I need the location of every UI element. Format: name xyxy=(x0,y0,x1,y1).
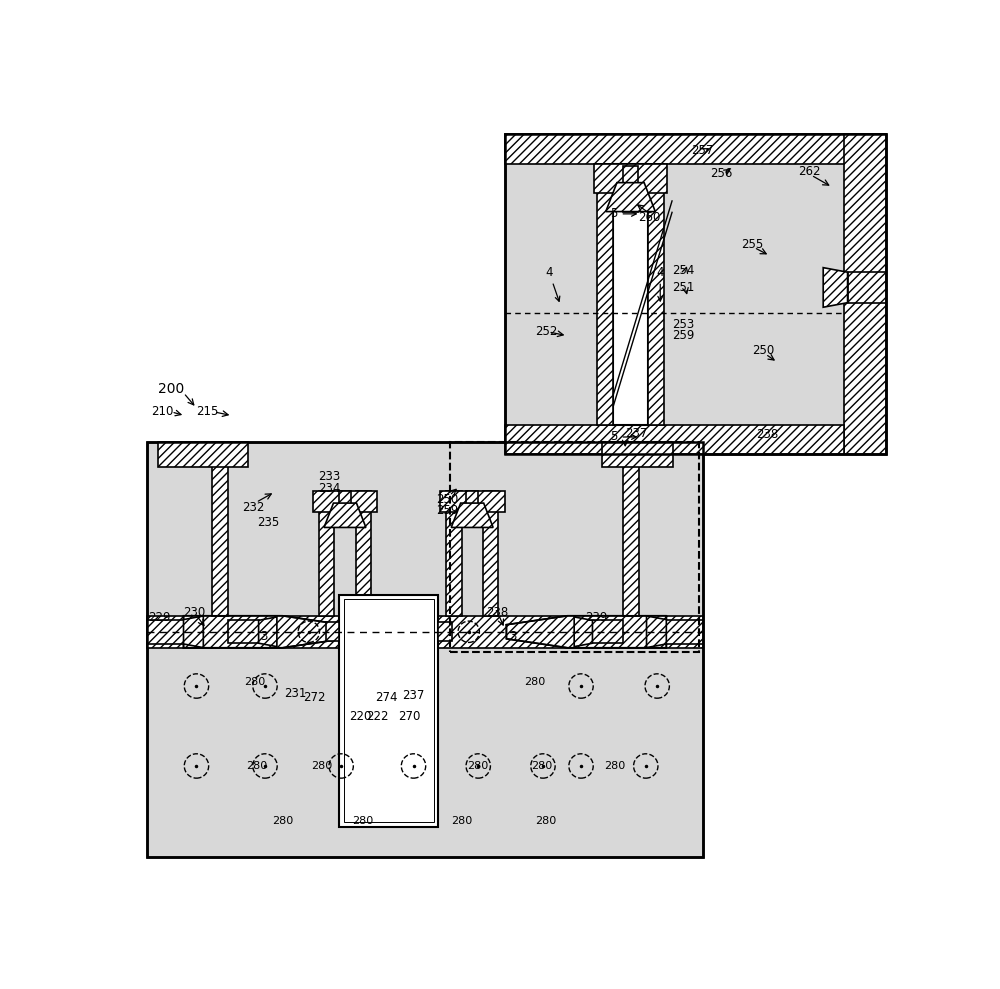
Text: 210: 210 xyxy=(151,405,173,418)
Bar xyxy=(505,134,886,164)
Bar xyxy=(623,442,639,616)
Polygon shape xyxy=(647,616,666,648)
Text: 253: 253 xyxy=(672,317,695,330)
Bar xyxy=(313,491,377,512)
Text: 237: 237 xyxy=(625,427,648,440)
Bar xyxy=(356,491,371,616)
Bar xyxy=(147,442,703,857)
Text: 5: 5 xyxy=(610,430,636,443)
Polygon shape xyxy=(184,616,343,648)
Bar xyxy=(326,622,339,642)
Polygon shape xyxy=(259,617,277,647)
Bar xyxy=(613,164,648,425)
Text: 280: 280 xyxy=(452,816,473,826)
Polygon shape xyxy=(324,503,366,527)
Text: 3: 3 xyxy=(260,630,267,643)
Text: 215: 215 xyxy=(196,405,219,418)
Polygon shape xyxy=(574,617,592,647)
Bar xyxy=(592,620,623,643)
Text: 4: 4 xyxy=(545,266,560,302)
Text: 272: 272 xyxy=(303,691,326,704)
Bar xyxy=(228,620,259,643)
Bar xyxy=(648,164,664,425)
Text: 231: 231 xyxy=(284,687,306,700)
Text: 5: 5 xyxy=(610,208,636,221)
Bar xyxy=(505,425,844,454)
Bar xyxy=(505,134,886,454)
Bar xyxy=(339,594,438,827)
Polygon shape xyxy=(506,616,666,648)
Text: 270: 270 xyxy=(398,710,421,723)
Bar xyxy=(483,491,498,616)
Text: 280: 280 xyxy=(532,761,553,771)
Bar xyxy=(597,164,613,425)
Bar xyxy=(319,491,334,616)
Bar xyxy=(844,134,886,454)
Text: 200: 200 xyxy=(158,382,185,396)
Text: 280: 280 xyxy=(535,816,557,826)
Bar xyxy=(339,491,351,527)
Text: 280: 280 xyxy=(244,677,266,687)
Text: 251: 251 xyxy=(672,281,695,295)
Text: 280: 280 xyxy=(246,761,267,771)
Text: 280: 280 xyxy=(273,816,294,826)
Bar xyxy=(212,442,228,616)
Bar xyxy=(623,166,638,212)
Bar xyxy=(848,272,886,303)
Bar xyxy=(466,491,478,527)
Text: 220: 220 xyxy=(349,710,371,723)
Polygon shape xyxy=(184,616,203,648)
Text: 274: 274 xyxy=(375,691,398,704)
Text: 255: 255 xyxy=(741,237,763,251)
Text: 280: 280 xyxy=(524,677,545,687)
Text: 259: 259 xyxy=(436,504,459,517)
Bar xyxy=(450,442,699,652)
Polygon shape xyxy=(451,503,493,527)
Text: 254: 254 xyxy=(672,264,695,278)
Bar xyxy=(147,616,703,648)
Text: 252: 252 xyxy=(535,325,558,338)
Bar xyxy=(440,491,505,512)
Text: 238: 238 xyxy=(756,428,778,441)
Bar xyxy=(446,491,462,616)
Text: 250: 250 xyxy=(752,344,775,357)
Bar xyxy=(594,164,667,193)
Text: 280: 280 xyxy=(604,761,625,771)
Text: 232: 232 xyxy=(242,500,265,513)
Text: 280: 280 xyxy=(311,761,332,771)
Text: 257: 257 xyxy=(691,144,714,157)
Text: 234: 234 xyxy=(318,482,341,494)
Bar xyxy=(666,619,703,644)
Bar xyxy=(147,619,184,644)
Text: 4: 4 xyxy=(656,266,664,301)
Text: 259: 259 xyxy=(672,329,695,342)
Text: 3: 3 xyxy=(509,630,516,643)
Bar xyxy=(147,442,703,857)
Text: 250: 250 xyxy=(436,493,459,506)
Bar xyxy=(158,442,248,467)
Text: 239: 239 xyxy=(585,611,607,624)
Text: 230: 230 xyxy=(184,605,206,619)
Text: 280: 280 xyxy=(353,816,374,826)
Text: 280: 280 xyxy=(467,761,488,771)
Text: 256: 256 xyxy=(710,167,733,180)
Text: 237: 237 xyxy=(402,689,424,702)
Text: 233: 233 xyxy=(318,470,341,483)
Polygon shape xyxy=(823,268,848,308)
Bar xyxy=(438,622,452,642)
Text: 262: 262 xyxy=(798,165,821,178)
Bar xyxy=(602,442,673,467)
Text: 229: 229 xyxy=(148,611,171,624)
Text: 222: 222 xyxy=(366,710,389,723)
Text: 238: 238 xyxy=(486,605,508,619)
Polygon shape xyxy=(606,183,655,212)
Bar xyxy=(344,599,434,822)
Bar xyxy=(505,134,886,454)
Text: 235: 235 xyxy=(257,516,280,529)
Text: 260: 260 xyxy=(638,212,661,225)
